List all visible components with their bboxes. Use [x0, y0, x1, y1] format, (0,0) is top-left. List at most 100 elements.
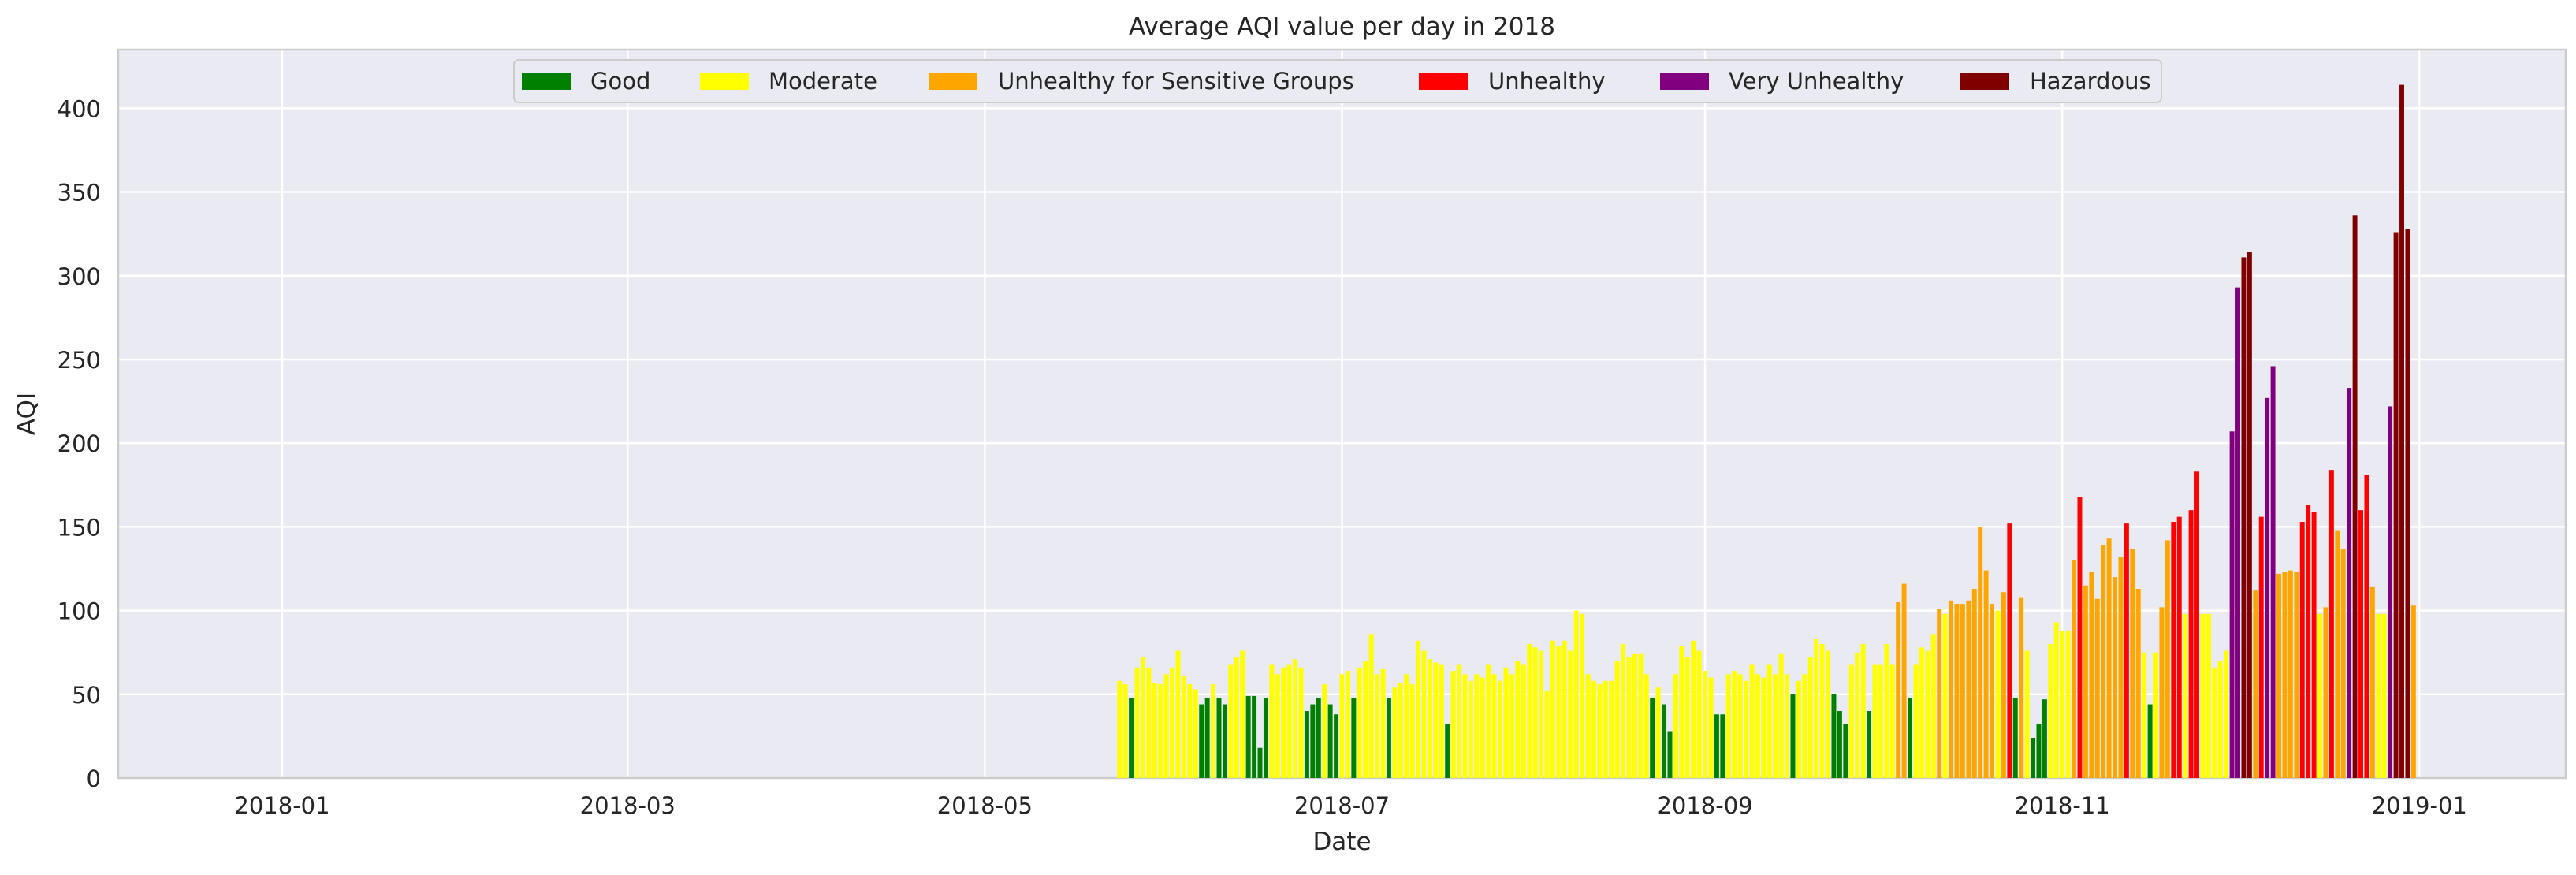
- bar: [2031, 738, 2036, 778]
- x-tick-label: 2018-11: [2015, 792, 2110, 819]
- bar: [2288, 570, 2293, 778]
- bar: [2399, 84, 2404, 779]
- legend-swatch: [1960, 73, 2009, 90]
- bar: [1327, 704, 1333, 778]
- bar: [2077, 497, 2083, 778]
- bar: [1398, 682, 1403, 778]
- bar: [1498, 680, 1503, 778]
- bar: [2194, 471, 2199, 778]
- bar: [1544, 691, 1550, 778]
- legend-swatch: [700, 73, 749, 90]
- bar: [1117, 680, 1122, 778]
- bar: [2171, 522, 2176, 778]
- bar: [2299, 522, 2305, 778]
- bar: [1550, 640, 1555, 778]
- x-tick-label: 2018-07: [1294, 792, 1390, 819]
- bar: [1930, 634, 1936, 778]
- bar: [1263, 698, 1268, 778]
- bar: [1527, 644, 1532, 778]
- legend: Good Moderate Unhealthy for Sensitive Grou…: [513, 59, 2162, 103]
- bar: [1457, 664, 1462, 778]
- legend-swatch: [1419, 73, 1468, 90]
- bar: [1925, 650, 1930, 778]
- bar: [1796, 680, 1801, 778]
- bar: [1439, 664, 1444, 778]
- bar: [1468, 680, 1473, 778]
- bars: [1117, 84, 2416, 779]
- bar: [1409, 684, 1415, 778]
- bar: [1819, 644, 1825, 778]
- bar: [1556, 646, 1562, 778]
- y-axis-label: AQI: [13, 393, 41, 435]
- bar: [1790, 694, 1796, 778]
- bar: [2048, 644, 2053, 778]
- bar: [1573, 610, 1579, 778]
- bar: [1714, 714, 1719, 778]
- bar: [1773, 674, 1778, 778]
- bar: [2270, 366, 2276, 779]
- bar: [1152, 682, 1157, 778]
- bar: [2153, 652, 2158, 778]
- tick-labels: 0 50 100 150 200 250 300 350 400 2018-01 2018-03 20…: [58, 95, 2467, 819]
- bar: [2229, 431, 2235, 778]
- y-tick-label: 0: [87, 765, 101, 792]
- bar: [1392, 687, 1398, 778]
- bar: [2335, 530, 2340, 778]
- bar: [1614, 661, 1620, 778]
- legend-swatch: [522, 73, 571, 90]
- bar: [1216, 698, 1222, 778]
- bar: [1316, 698, 1321, 778]
- legend-box: [513, 59, 2162, 103]
- y-tick-label: 350: [58, 180, 101, 207]
- bar: [2113, 577, 2117, 778]
- bar: [1187, 684, 1193, 778]
- bar: [1515, 661, 1521, 778]
- bar: [1532, 647, 1538, 778]
- bar: [2124, 523, 2129, 778]
- bar: [1761, 677, 1766, 778]
- x-tick-label: 2018-03: [580, 792, 676, 819]
- bar: [2376, 613, 2381, 778]
- bar: [2235, 287, 2240, 779]
- bar: [1568, 650, 1573, 778]
- y-tick-label: 100: [58, 598, 101, 625]
- bar: [1872, 664, 1878, 778]
- bar: [1158, 684, 1163, 778]
- bar: [1908, 698, 1913, 778]
- bar: [2200, 613, 2206, 778]
- bar: [1848, 664, 1854, 778]
- bar: [1884, 644, 1889, 778]
- bar: [2188, 510, 2194, 778]
- bar: [1942, 613, 1948, 778]
- bar: [2253, 590, 2258, 778]
- bar: [1304, 711, 1309, 778]
- bar: [1491, 674, 1497, 778]
- x-tick-label: 2019-01: [2372, 792, 2467, 819]
- bar: [2369, 586, 2375, 778]
- bar: [1597, 684, 1603, 778]
- bar: [2159, 607, 2165, 778]
- x-tick-label: 2018-05: [937, 792, 1033, 819]
- y-tick-label: 250: [58, 347, 101, 374]
- bar: [1357, 667, 1362, 778]
- bar: [2206, 613, 2211, 778]
- y-tick-label: 150: [58, 514, 101, 541]
- bar: [2183, 613, 2188, 778]
- bar: [1380, 668, 1386, 778]
- bar: [2381, 613, 2387, 778]
- bar: [1703, 671, 1708, 778]
- bar: [2007, 523, 2012, 778]
- bar: [2101, 545, 2106, 778]
- bar: [1737, 674, 1743, 778]
- bar: [1744, 680, 1749, 778]
- bar: [1843, 724, 1848, 778]
- legend-label: Good: [590, 68, 650, 95]
- bar: [1889, 664, 1895, 778]
- bar: [1679, 646, 1684, 778]
- bar: [1814, 639, 1819, 778]
- bar: [1919, 647, 1924, 778]
- bar: [1293, 659, 1298, 778]
- bar: [1867, 711, 1872, 778]
- bar: [2311, 512, 2317, 778]
- legend-label: Moderate: [769, 68, 877, 95]
